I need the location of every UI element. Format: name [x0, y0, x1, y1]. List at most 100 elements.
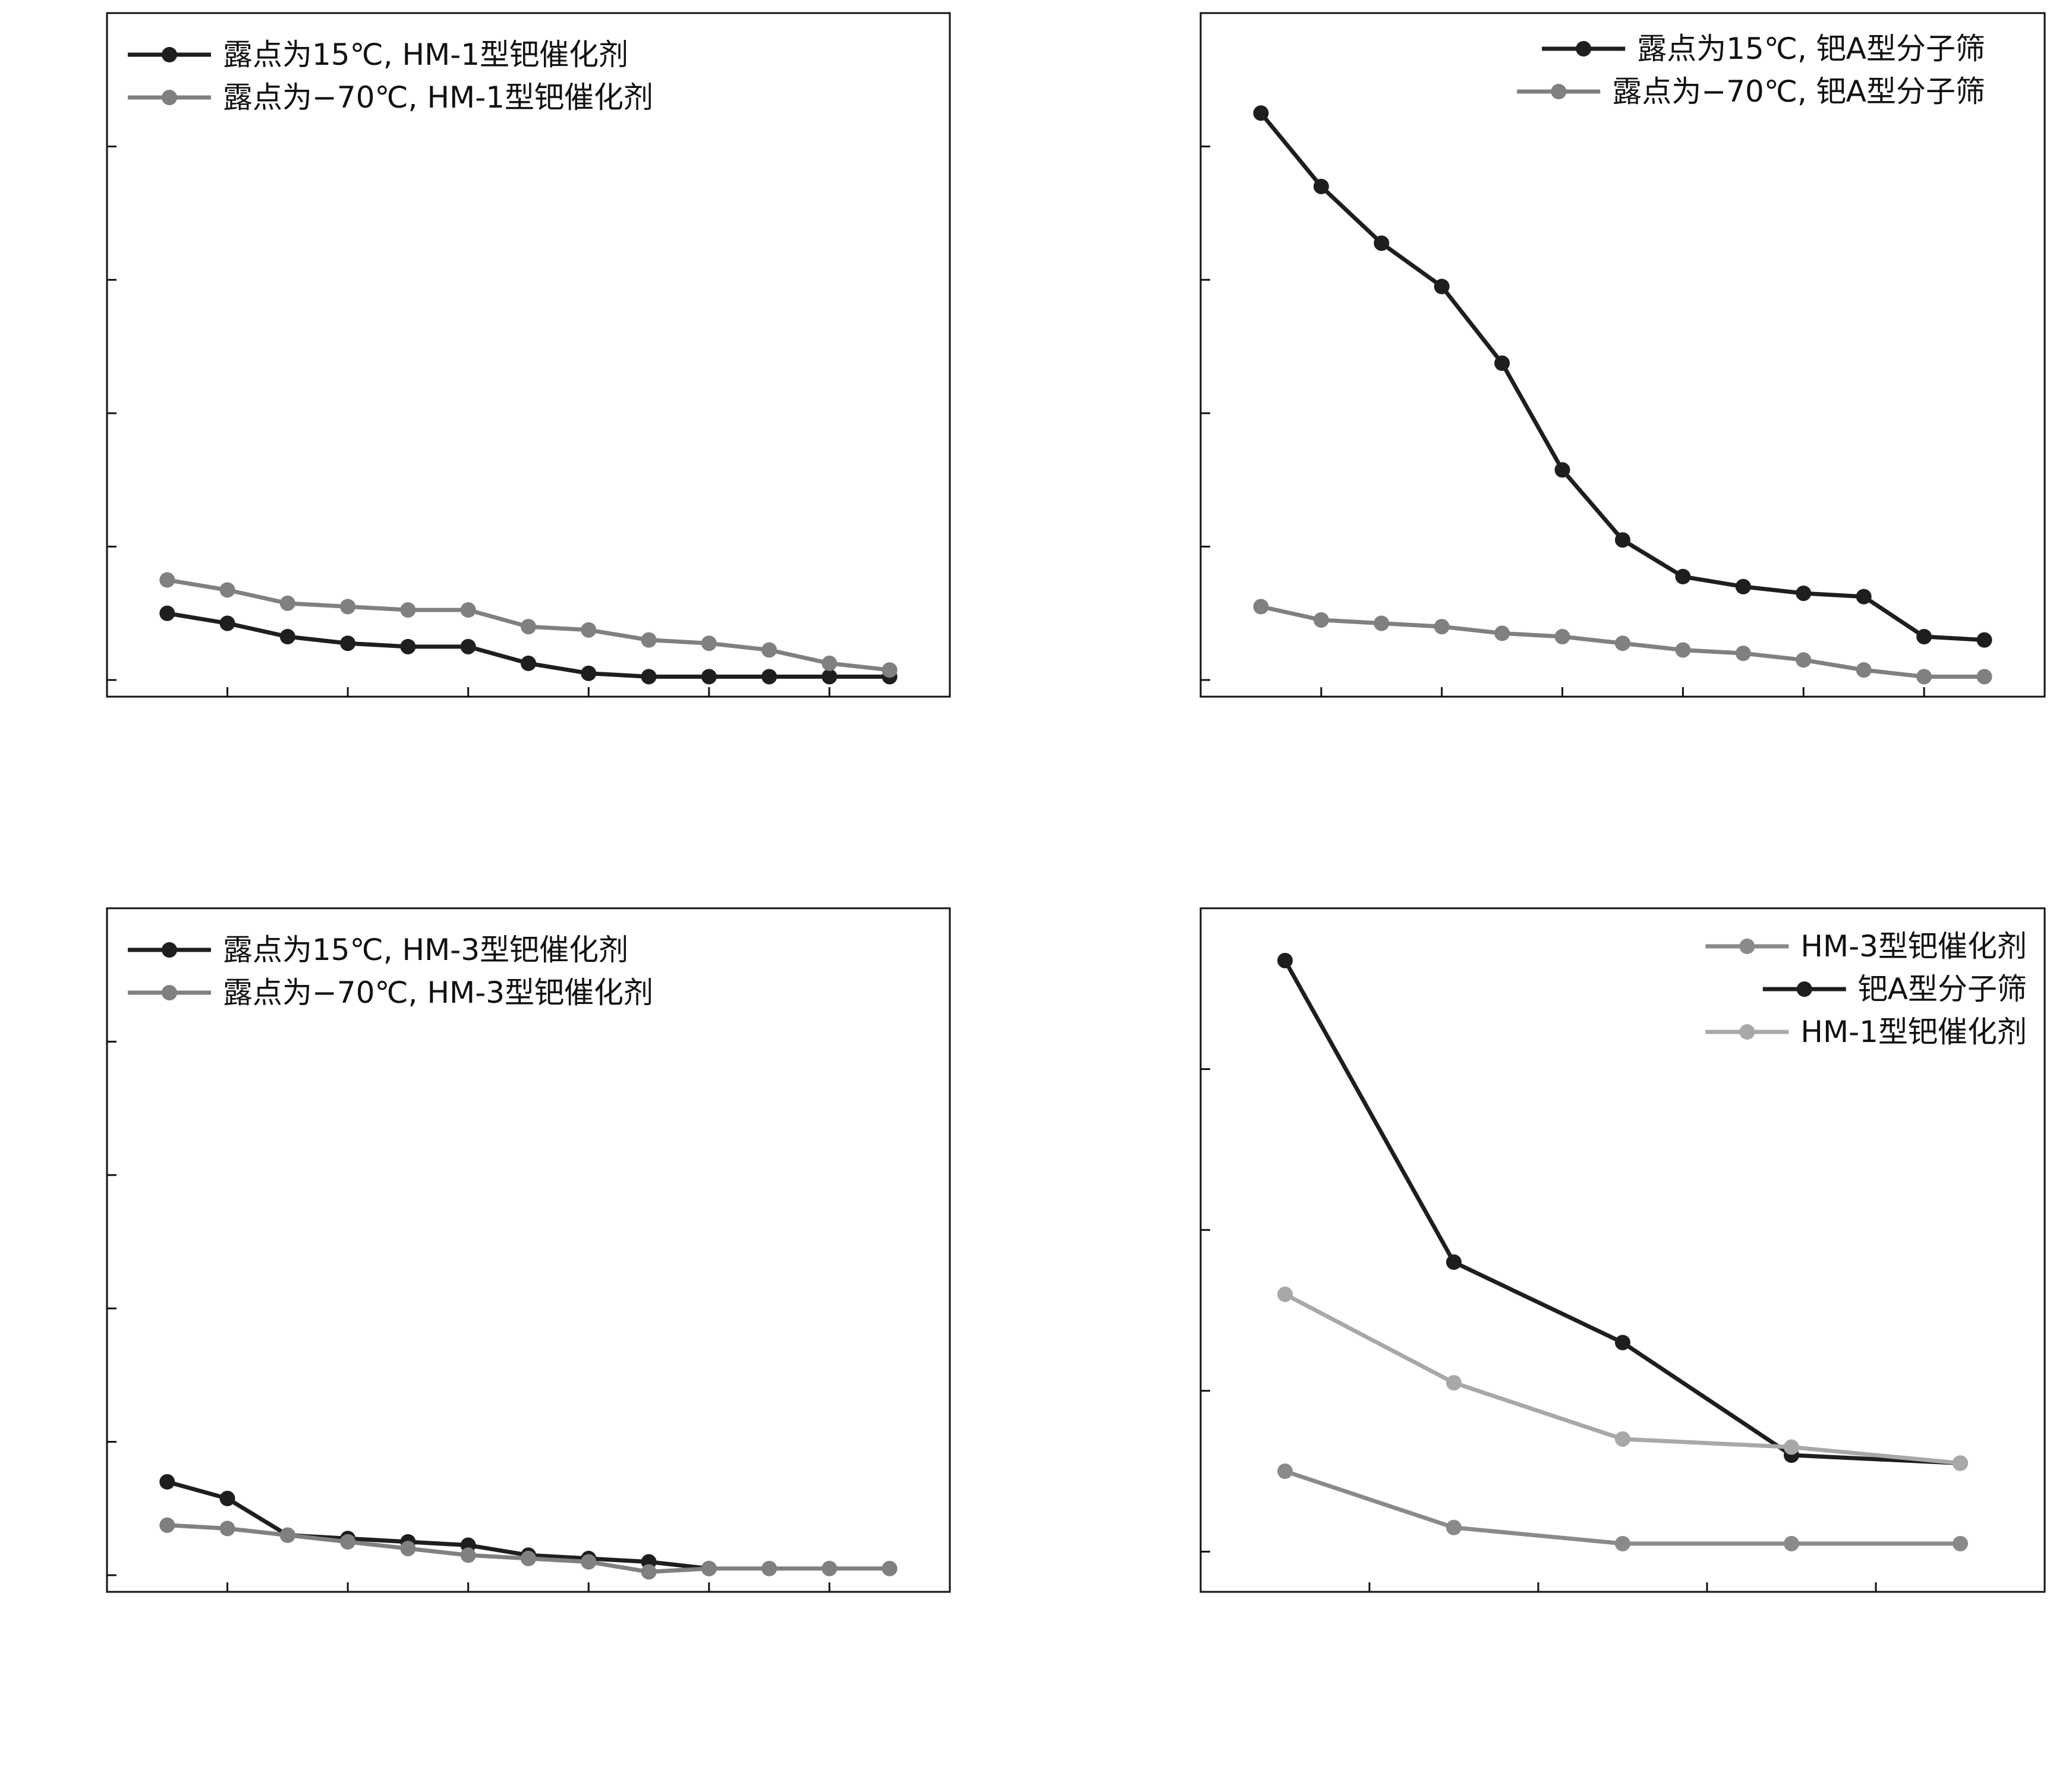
data-point: [761, 642, 777, 658]
data-point: [701, 635, 717, 651]
data-point: [1735, 646, 1751, 662]
plot-frame: [1199, 907, 2046, 1593]
legend-marker: [1739, 1024, 1755, 1040]
data-point: [821, 655, 837, 671]
data-point: [159, 1474, 175, 1490]
data-point: [581, 1554, 597, 1570]
data-point: [1675, 569, 1691, 585]
data-point: [1615, 1431, 1630, 1447]
data-point: [1916, 629, 1932, 645]
legend-marker: [1576, 41, 1592, 56]
data-point: [460, 602, 476, 618]
data-point: [1374, 235, 1390, 251]
legend-marker: [162, 942, 177, 958]
data-point: [1446, 1375, 1462, 1391]
data-point: [581, 622, 597, 638]
legend-marker: [162, 90, 177, 105]
data-point: [1615, 1334, 1630, 1351]
legend-marker: [162, 47, 177, 62]
data-point: [460, 1547, 476, 1563]
data-point: [400, 638, 416, 654]
data-point: [641, 1564, 657, 1580]
series-line: [1259, 112, 1985, 643]
data-point: [1796, 652, 1812, 668]
data-point: [1434, 619, 1450, 635]
data-point: [279, 629, 295, 645]
data-point: [1784, 1535, 1799, 1551]
data-point: [1277, 952, 1293, 968]
data-point: [219, 1521, 235, 1537]
plot-frame: [106, 12, 951, 698]
data-point: [1784, 1439, 1799, 1455]
data-point: [340, 599, 356, 615]
data-point: [1735, 578, 1751, 594]
data-point: [821, 669, 837, 685]
data-point: [1494, 625, 1510, 641]
data-point: [1313, 612, 1329, 628]
data-point: [581, 665, 597, 681]
data-point: [279, 1527, 295, 1543]
plot-frame: [1199, 12, 2046, 698]
data-point: [400, 1541, 416, 1557]
legend-label: HM-1型钯催化剂: [1800, 1015, 2027, 1049]
data-point: [1675, 642, 1691, 658]
data-point: [340, 1534, 356, 1550]
legend-marker: [162, 985, 177, 1000]
series-line: [166, 1480, 710, 1571]
data-point: [219, 582, 235, 598]
data-point: [400, 602, 416, 618]
data-point: [1494, 355, 1510, 372]
data-point: [1554, 629, 1570, 645]
plot-frame: [106, 907, 951, 1593]
data-point: [521, 655, 536, 671]
data-point: [1953, 1455, 1968, 1471]
data-point: [1615, 532, 1630, 548]
data-point: [641, 669, 657, 685]
data-point: [1277, 1463, 1293, 1480]
data-point: [521, 1550, 536, 1566]
legend-label: HM-3型钯催化剂: [1800, 929, 2027, 964]
data-point: [1313, 178, 1329, 194]
data-point: [821, 1560, 837, 1576]
data-point: [340, 635, 356, 651]
data-point: [159, 572, 175, 588]
data-point: [701, 1560, 717, 1576]
data-point: [219, 615, 235, 631]
legend-label: 露点为15℃, HM-3型钯催化剂: [223, 933, 628, 967]
data-point: [761, 669, 777, 685]
data-point: [159, 605, 175, 621]
legend-label: 露点为−70℃, 钯A型分子筛: [1612, 74, 1985, 109]
data-point: [1856, 588, 1872, 605]
data-point: [1446, 1519, 1462, 1535]
data-point: [1856, 662, 1872, 678]
data-point: [1374, 615, 1390, 631]
data-point: [1916, 669, 1932, 685]
data-point: [1446, 1254, 1462, 1270]
legend-label: 露点为15℃, 钯A型分子筛: [1637, 32, 1985, 66]
data-point: [1253, 105, 1269, 121]
data-point: [761, 1560, 777, 1576]
legend-marker: [1551, 84, 1567, 99]
legend-label: 露点为−70℃, HM-3型钯催化剂: [223, 975, 653, 1010]
data-point: [1796, 586, 1812, 602]
series-line: [1284, 1469, 1960, 1546]
data-point: [1615, 1535, 1630, 1551]
data-point: [881, 662, 898, 678]
legend-label: 露点为15℃, HM-1型钯催化剂: [223, 37, 628, 72]
data-point: [701, 669, 717, 685]
data-point: [159, 1517, 175, 1533]
legend-label: 钯A型分子筛: [1858, 972, 2027, 1006]
data-point: [881, 1560, 898, 1576]
data-point: [1554, 462, 1570, 478]
data-point: [1976, 669, 1992, 685]
data-point: [460, 638, 476, 654]
legend-marker: [1796, 981, 1812, 997]
data-point: [1615, 635, 1630, 651]
legend-label: 露点为−70℃, HM-1型钯催化剂: [223, 80, 653, 115]
data-point: [1976, 632, 1992, 648]
data-point: [1253, 599, 1269, 615]
